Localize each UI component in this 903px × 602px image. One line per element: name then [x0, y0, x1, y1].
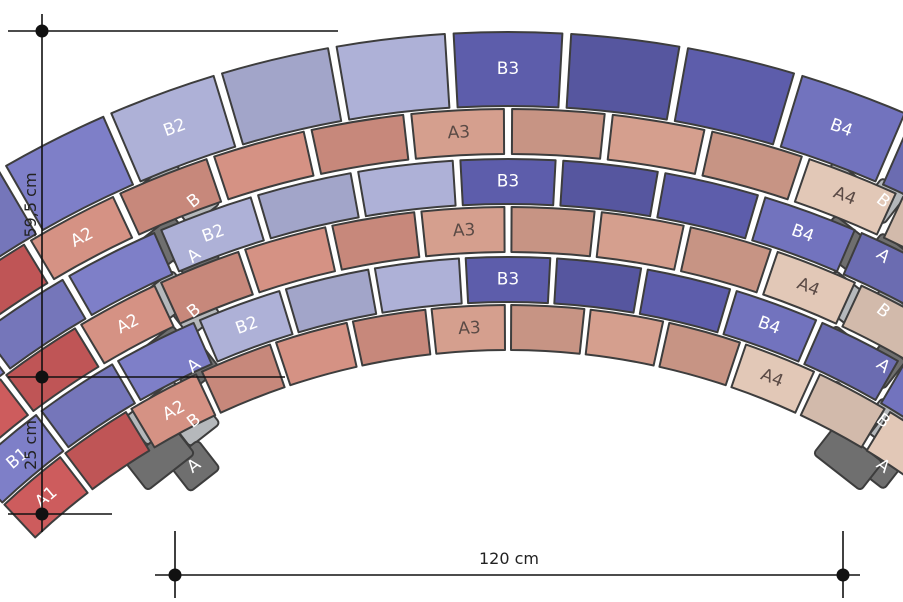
stone-a3: [510, 108, 606, 160]
stone-a3: [595, 211, 685, 271]
stone-a2: [119, 158, 223, 236]
stone-b3: [656, 172, 759, 240]
stone-b4: [842, 232, 903, 305]
stone-a3: [510, 304, 586, 355]
dimension-dot: [35, 24, 49, 38]
stone-a2: [201, 343, 286, 414]
stone-b2: [357, 159, 457, 218]
stone-b2: [257, 172, 360, 240]
stone-label-a3: A3: [452, 220, 476, 241]
stone-b3: [565, 33, 681, 121]
stone-a2: [160, 250, 254, 325]
dimension-dot: [35, 507, 49, 521]
stone-a3: [430, 304, 506, 355]
stone-a4: [799, 373, 886, 449]
stone-a3: [701, 130, 803, 201]
stone-a4: [865, 411, 903, 476]
stone-b4: [751, 196, 856, 273]
height-bottom-label: 25 cm: [21, 420, 40, 470]
stone-b2: [198, 290, 294, 363]
stone-a3: [658, 321, 741, 387]
stone-b1: [40, 363, 136, 449]
stone-b2: [160, 196, 265, 273]
width-label: 120 cm: [479, 549, 539, 568]
stone-b2: [335, 33, 451, 121]
stone-a2: [275, 321, 358, 387]
stone-label-a3: A3: [458, 318, 482, 339]
stone-a1: [5, 327, 100, 412]
stone-a2: [331, 211, 421, 271]
stone-a1: [0, 243, 49, 316]
stone-a1: [3, 456, 89, 539]
stone-a4: [762, 250, 856, 325]
stone-b3: [638, 268, 732, 334]
stone-b4: [880, 363, 903, 418]
stone-b2: [110, 74, 237, 183]
stone-b1: [0, 171, 37, 258]
dimension-dot: [168, 568, 182, 582]
stone-b3: [553, 257, 643, 314]
dimension-dot: [836, 568, 850, 582]
stone-label-b3: B3: [497, 59, 519, 79]
stone-a2: [244, 226, 336, 294]
stone-b4: [722, 290, 818, 363]
stone-a3: [510, 206, 596, 258]
stone-a4: [841, 284, 903, 360]
stone-a1: [0, 378, 29, 439]
stone-b4: [779, 74, 903, 183]
stone-a3: [420, 206, 506, 258]
stone-a4: [793, 158, 897, 236]
stone-b1: [117, 321, 213, 401]
stone-b3: [464, 255, 552, 305]
stone-b3: [459, 158, 557, 207]
dimension-lines: [8, 14, 860, 598]
stone-b3: [452, 31, 564, 109]
stone-label-a3: A3: [447, 122, 471, 143]
stone-b2: [221, 47, 343, 146]
stone-a2: [30, 196, 134, 281]
stone-a3: [584, 308, 665, 367]
stone-b3: [673, 47, 795, 146]
stone-label-b3: B3: [497, 270, 519, 290]
side-stone-a: [125, 425, 195, 491]
paving-stones: [0, 31, 903, 539]
stone-a3: [606, 113, 706, 175]
stone-a2: [351, 308, 432, 367]
stone-a1: [64, 411, 151, 491]
stone-b2: [284, 268, 378, 334]
stone-b3: [559, 159, 659, 218]
stone-b1: [5, 115, 134, 231]
stone-a3: [410, 108, 506, 160]
stone-b1: [0, 414, 65, 504]
height-top-label: 59,5 cm: [21, 172, 40, 237]
stone-label-b3: B3: [497, 172, 519, 192]
stone-b1: [68, 232, 174, 316]
stone-a2: [213, 130, 315, 201]
stone-a4: [882, 196, 903, 249]
stone-a2: [130, 373, 217, 449]
dimension-dot: [35, 370, 49, 384]
stone-b4: [882, 136, 903, 195]
stone-a2: [310, 113, 410, 175]
stone-b2: [373, 257, 463, 314]
stone-a4: [730, 343, 815, 414]
stone-b1: [0, 365, 6, 378]
stone-b4: [803, 321, 899, 401]
stone-a3: [680, 226, 772, 294]
stone-a2: [80, 284, 175, 365]
